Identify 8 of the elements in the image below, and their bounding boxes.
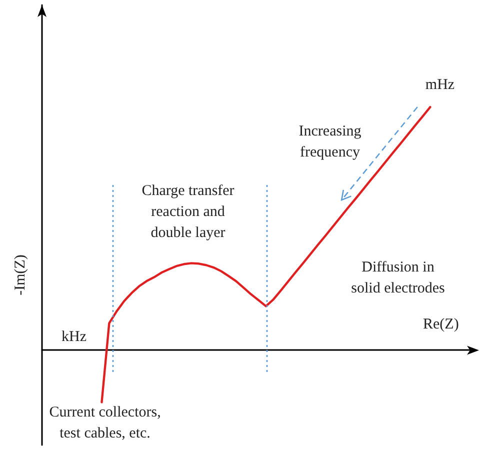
annotation: Charge transfer reaction and double layer bbox=[142, 183, 234, 241]
text: mHz bbox=[425, 77, 455, 93]
annotation: kHz bbox=[62, 329, 87, 345]
annotation: Diffusion in solid electrodes bbox=[351, 260, 446, 296]
annotation: Increasing frequency bbox=[298, 124, 362, 160]
text: Current collectors, test cables, etc. bbox=[49, 404, 161, 442]
y-axis-title: -Im(Z) bbox=[12, 254, 28, 296]
x-axis-title: Re(Z) bbox=[423, 316, 459, 333]
